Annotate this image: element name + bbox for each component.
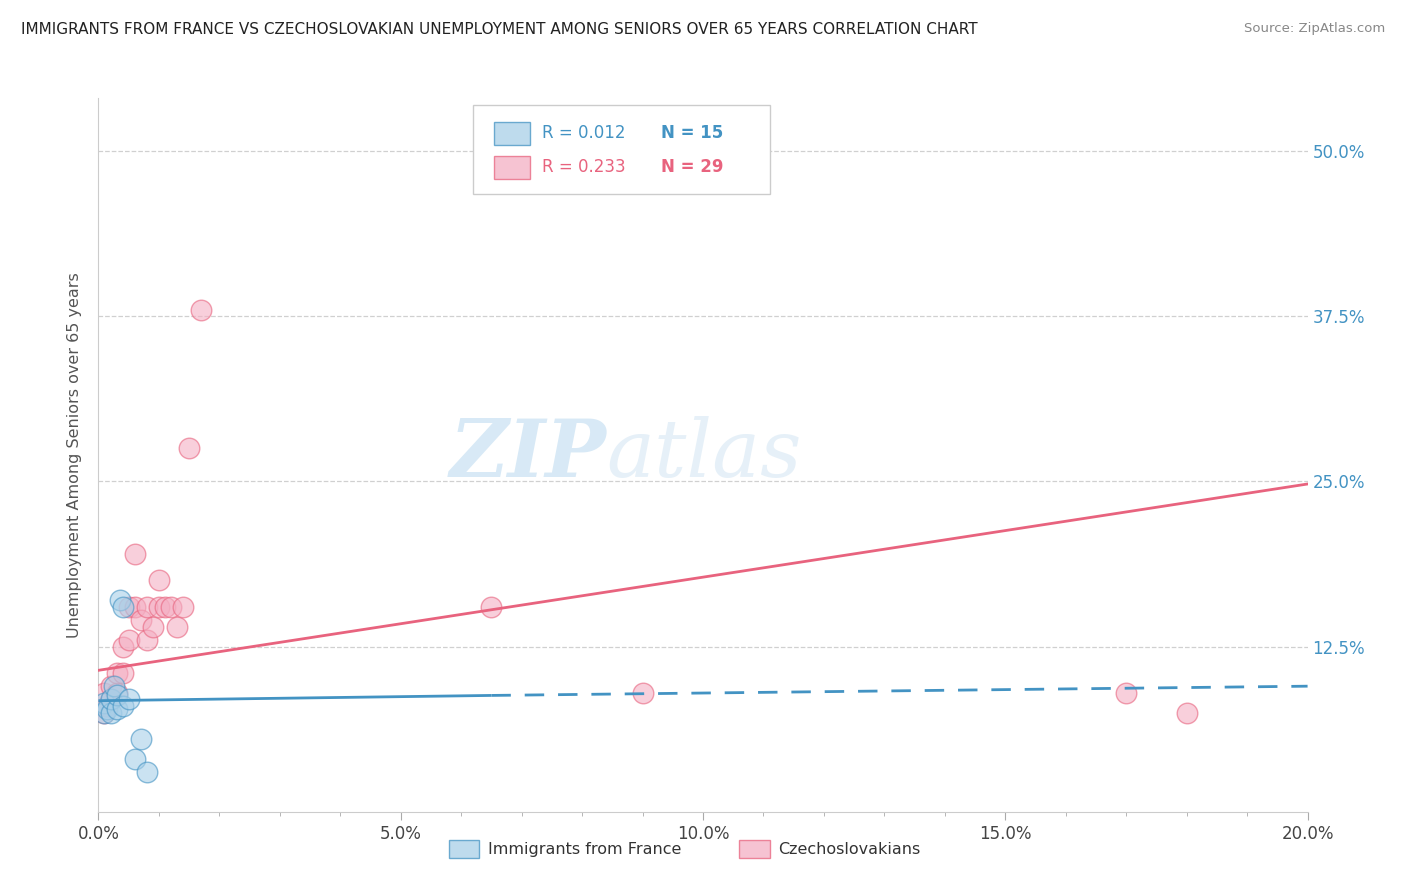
Point (105, 701, 128, 715)
Text: R = 0.012: R = 0.012 (543, 124, 626, 142)
Text: atlas: atlas (606, 417, 801, 493)
Text: Czechoslovakians: Czechoslovakians (778, 842, 920, 857)
Bar (449, 840, 479, 858)
Point (103, 679, 125, 693)
Point (124, 752, 146, 766)
Bar (494, 156, 530, 178)
Point (160, 599, 183, 614)
Point (105, 686, 128, 700)
Point (100, 692, 122, 706)
Point (96, 698, 118, 713)
Point (108, 593, 131, 607)
Point (93, 697, 115, 711)
Point (1175, 706, 1198, 720)
Point (481, 599, 503, 614)
Point (148, 599, 170, 614)
Point (190, 302, 212, 317)
Point (100, 692, 122, 706)
Text: N = 29: N = 29 (661, 159, 723, 177)
Text: R = 0.233: R = 0.233 (543, 159, 626, 177)
Point (111, 698, 134, 713)
FancyBboxPatch shape (474, 105, 769, 194)
Point (124, 599, 146, 614)
Text: Immigrants from France: Immigrants from France (488, 842, 681, 857)
Point (135, 599, 157, 614)
Point (93, 706, 115, 720)
Point (118, 692, 141, 706)
Point (118, 632, 141, 647)
Text: Source: ZipAtlas.com: Source: ZipAtlas.com (1244, 22, 1385, 36)
Point (111, 599, 134, 614)
Text: ZIP: ZIP (450, 417, 606, 493)
Point (118, 599, 141, 614)
Point (135, 632, 157, 647)
Point (166, 620, 188, 634)
Point (179, 442, 201, 456)
Text: IMMIGRANTS FROM FRANCE VS CZECHOSLOVAKIAN UNEMPLOYMENT AMONG SENIORS OVER 65 YEA: IMMIGRANTS FROM FRANCE VS CZECHOSLOVAKIA… (21, 22, 977, 37)
Bar (740, 840, 769, 858)
Point (129, 732, 152, 747)
Point (100, 679, 122, 693)
Point (93, 686, 115, 700)
Point (105, 665, 128, 680)
Y-axis label: Unemployment Among Seniors over 65 years: Unemployment Among Seniors over 65 years (67, 272, 83, 638)
Point (100, 706, 122, 720)
Point (135, 765, 157, 780)
Point (93, 706, 115, 720)
Point (1115, 686, 1137, 700)
Point (142, 620, 165, 634)
Point (148, 574, 170, 588)
Point (96, 701, 118, 715)
Point (111, 640, 134, 654)
Text: N = 15: N = 15 (661, 124, 723, 142)
Point (631, 686, 654, 700)
Point (124, 547, 146, 561)
Bar (494, 121, 530, 145)
Point (129, 613, 152, 627)
Point (105, 689, 128, 703)
Point (111, 665, 134, 680)
Point (172, 599, 194, 614)
Point (153, 599, 176, 614)
